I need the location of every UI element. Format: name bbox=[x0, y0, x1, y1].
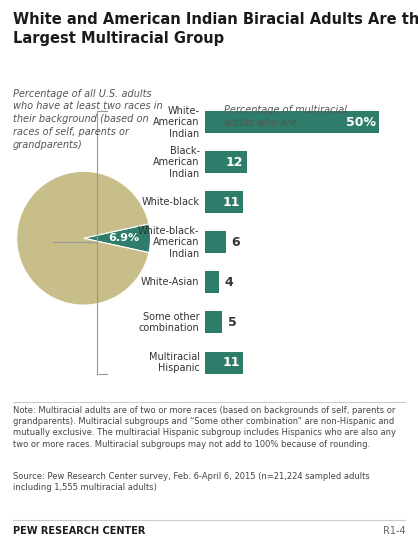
Text: PEW RESEARCH CENTER: PEW RESEARCH CENTER bbox=[13, 526, 145, 536]
Wedge shape bbox=[84, 224, 150, 253]
Text: 11: 11 bbox=[222, 356, 240, 369]
Text: 6: 6 bbox=[231, 236, 240, 249]
Bar bbox=[205, 352, 243, 373]
Text: 4: 4 bbox=[224, 276, 233, 289]
Bar bbox=[205, 191, 243, 213]
Text: 6.9%: 6.9% bbox=[108, 233, 139, 243]
Text: Note: Multiracial adults are of two or more races (based on backgrounds of self,: Note: Multiracial adults are of two or m… bbox=[13, 406, 395, 449]
Text: Some other
combination: Some other combination bbox=[139, 312, 199, 334]
Bar bbox=[205, 311, 222, 334]
Text: Black-
American
Indian: Black- American Indian bbox=[153, 146, 199, 179]
Bar bbox=[205, 232, 226, 253]
Text: White-black-
American
Indian: White-black- American Indian bbox=[138, 226, 199, 259]
Text: 11: 11 bbox=[222, 196, 240, 209]
Text: Percentage of all U.S. adults
who have at least two races in
their background (b: Percentage of all U.S. adults who have a… bbox=[13, 89, 162, 150]
Text: White-Asian: White-Asian bbox=[141, 278, 199, 288]
Text: Source: Pew Research Center survey, Feb. 6-April 6, 2015 (n=21,224 sampled adult: Source: Pew Research Center survey, Feb.… bbox=[13, 472, 369, 493]
Wedge shape bbox=[17, 171, 149, 305]
Bar bbox=[205, 151, 247, 173]
Bar bbox=[205, 271, 219, 294]
Text: 50%: 50% bbox=[346, 116, 376, 129]
Text: 5: 5 bbox=[227, 316, 236, 329]
Bar bbox=[205, 111, 379, 133]
Text: White and American Indian Biracial Adults Are the
Largest Multiracial Group: White and American Indian Biracial Adult… bbox=[13, 12, 418, 46]
Text: Multiracial
Hispanic: Multiracial Hispanic bbox=[148, 352, 199, 373]
Text: Percentage of multiracial
adults who are ...: Percentage of multiracial adults who are… bbox=[224, 105, 347, 128]
Text: 12: 12 bbox=[226, 156, 243, 169]
Text: R1-4: R1-4 bbox=[383, 526, 405, 536]
Text: White-
American
Indian: White- American Indian bbox=[153, 106, 199, 139]
Text: White-black: White-black bbox=[142, 197, 199, 207]
